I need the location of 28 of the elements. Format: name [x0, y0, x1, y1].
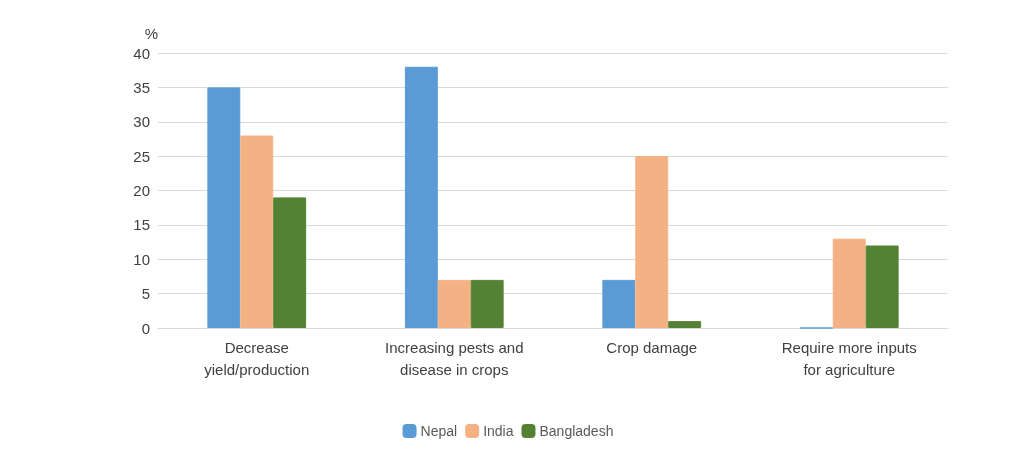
legend-label: Nepal — [420, 423, 458, 439]
y-tick-label: 10 — [133, 250, 150, 268]
bar — [832, 238, 866, 328]
bar — [207, 87, 241, 328]
y-tick-label: 40 — [133, 44, 150, 62]
x-tick-label: Decrease yield/production — [204, 338, 310, 378]
y-axis-title: % — [144, 25, 158, 42]
y-tick-label: 5 — [141, 285, 150, 303]
y-tick-label: 0 — [141, 319, 150, 337]
bar — [437, 279, 471, 328]
bar — [668, 321, 702, 328]
bar — [635, 156, 669, 328]
bar — [404, 66, 438, 328]
x-tick-label: Crop damage — [606, 338, 698, 356]
y-tick-label: 20 — [133, 182, 150, 199]
bar — [602, 279, 636, 328]
legend-label: India — [483, 423, 514, 439]
x-tick-label: Increasing pests and disease in crops — [385, 338, 524, 378]
y-tick-label: 25 — [133, 147, 150, 165]
y-tick-label: 35 — [133, 78, 150, 96]
y-tick-label: 30 — [133, 113, 150, 131]
legend-label: Bangladesh — [539, 423, 614, 439]
x-tick-label: Require more inputs for agriculture — [781, 338, 917, 378]
bar — [240, 135, 274, 328]
bar — [470, 279, 504, 328]
y-tick-label: 15 — [133, 216, 150, 234]
bar — [273, 197, 307, 328]
bar — [865, 245, 899, 328]
